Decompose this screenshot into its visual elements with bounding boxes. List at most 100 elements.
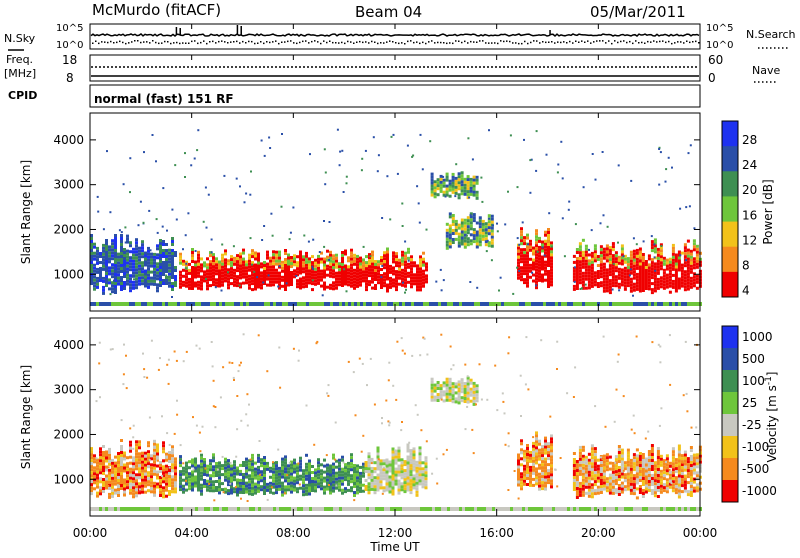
range-gate-cell: [544, 443, 547, 446]
range-gate-cell: [165, 270, 168, 273]
range-gate-cell: [666, 274, 669, 277]
range-gate-cell: [648, 471, 651, 474]
scatter-cell: [496, 409, 498, 411]
range-gate-cell: [464, 190, 467, 193]
range-gate-cell: [666, 472, 669, 475]
range-gate-cell: [401, 254, 404, 257]
range-gate-cell: [179, 286, 182, 289]
range-gate-cell: [597, 474, 600, 477]
range-gate-cell: [392, 254, 395, 257]
range-gate-cell: [696, 489, 699, 492]
range-gate-cell: [461, 180, 464, 183]
range-gate-cell: [422, 258, 425, 261]
range-gate-cell: [111, 275, 114, 278]
range-gate-cell: [618, 484, 621, 487]
range-gate-cell: [464, 187, 467, 190]
range-gate-cell: [648, 489, 651, 492]
range-gate-cell: [359, 275, 362, 278]
range-gate-cell: [359, 487, 362, 490]
range-gate-cell: [651, 483, 654, 486]
range-gate-cell: [398, 262, 401, 265]
range-gate-cell: [365, 276, 368, 279]
scatter-cell: [292, 207, 294, 209]
range-gate-cell: [467, 190, 470, 193]
range-gate-cell: [251, 487, 254, 490]
nsearch-point: [608, 40, 610, 42]
nsearch-point: [614, 40, 616, 42]
range-gate-cell: [398, 453, 401, 456]
range-gate-cell: [105, 266, 108, 269]
range-gate-cell: [663, 263, 666, 266]
range-gate-cell: [332, 272, 335, 275]
range-gate-cell: [185, 273, 188, 276]
range-gate-cell: [105, 263, 108, 266]
range-gate-cell: [371, 281, 374, 284]
range-gate-cell: [398, 265, 401, 268]
colorbar-swatch: [722, 272, 738, 298]
range-gate-cell: [573, 288, 576, 291]
range-gate-cell: [606, 286, 609, 289]
range-gate-cell: [443, 390, 446, 393]
range-gate-cell: [657, 284, 660, 287]
range-gate-cell: [624, 273, 627, 276]
range-gate-cell: [535, 286, 538, 289]
nsearch-point: [146, 41, 148, 43]
range-gate-cell: [404, 279, 407, 282]
range-gate-cell: [338, 459, 341, 462]
range-gate-cell: [135, 461, 138, 464]
range-gate-cell: [338, 468, 341, 471]
range-gate-cell: [120, 475, 123, 478]
range-gate-cell: [320, 481, 323, 484]
range-gate-cell: [111, 459, 114, 462]
range-gate-cell: [651, 456, 654, 459]
range-gate-cell: [541, 463, 544, 466]
range-gate-cell: [162, 243, 165, 246]
range-gate-cell: [269, 266, 272, 269]
range-gate-cell: [129, 441, 132, 444]
range-gate-cell: [657, 456, 660, 459]
range-gate-cell: [114, 264, 117, 267]
nsearch-point: [155, 42, 157, 44]
range-gate-cell: [678, 481, 681, 484]
range-gate-cell: [467, 392, 470, 395]
range-gate-cell: [284, 455, 287, 458]
range-gate-cell: [284, 470, 287, 473]
range-gate-cell: [395, 276, 398, 279]
range-gate-cell: [532, 253, 535, 256]
range-gate-cell: [609, 255, 612, 258]
range-gate-cell: [579, 449, 582, 452]
range-gate-cell: [609, 489, 612, 492]
range-gate-cell: [678, 251, 681, 254]
range-gate-cell: [573, 285, 576, 288]
range-gate-cell: [520, 487, 523, 490]
range-gate-cell: [476, 390, 479, 393]
range-gate-cell: [230, 474, 233, 477]
range-gate-cell: [455, 238, 458, 241]
near-range-cell: [501, 302, 504, 306]
scatter-cell: [171, 209, 173, 211]
range-gate-cell: [636, 273, 639, 276]
range-gate-cell: [281, 491, 284, 494]
scatter-cell: [121, 231, 123, 233]
range-gate-cell: [633, 256, 636, 259]
near-range-cell: [183, 302, 186, 306]
range-gate-cell: [488, 226, 491, 229]
range-gate-cell: [254, 252, 257, 255]
nsearch-point: [686, 41, 688, 43]
range-gate-cell: [296, 267, 299, 270]
range-gate-cell: [639, 476, 642, 479]
range-gate-cell: [600, 485, 603, 488]
range-gate-cell: [419, 473, 422, 476]
range-gate-cell: [401, 485, 404, 488]
range-gate-cell: [362, 258, 365, 261]
range-gate-cell: [535, 247, 538, 250]
range-gate-cell: [618, 460, 621, 463]
range-gate-cell: [350, 477, 353, 480]
range-gate-cell: [93, 270, 96, 273]
range-gate-cell: [224, 461, 227, 464]
range-gate-cell: [144, 485, 147, 488]
range-gate-cell: [314, 271, 317, 274]
range-gate-cell: [320, 261, 323, 264]
range-gate-cell: [165, 468, 168, 471]
range-gate-cell: [470, 224, 473, 227]
